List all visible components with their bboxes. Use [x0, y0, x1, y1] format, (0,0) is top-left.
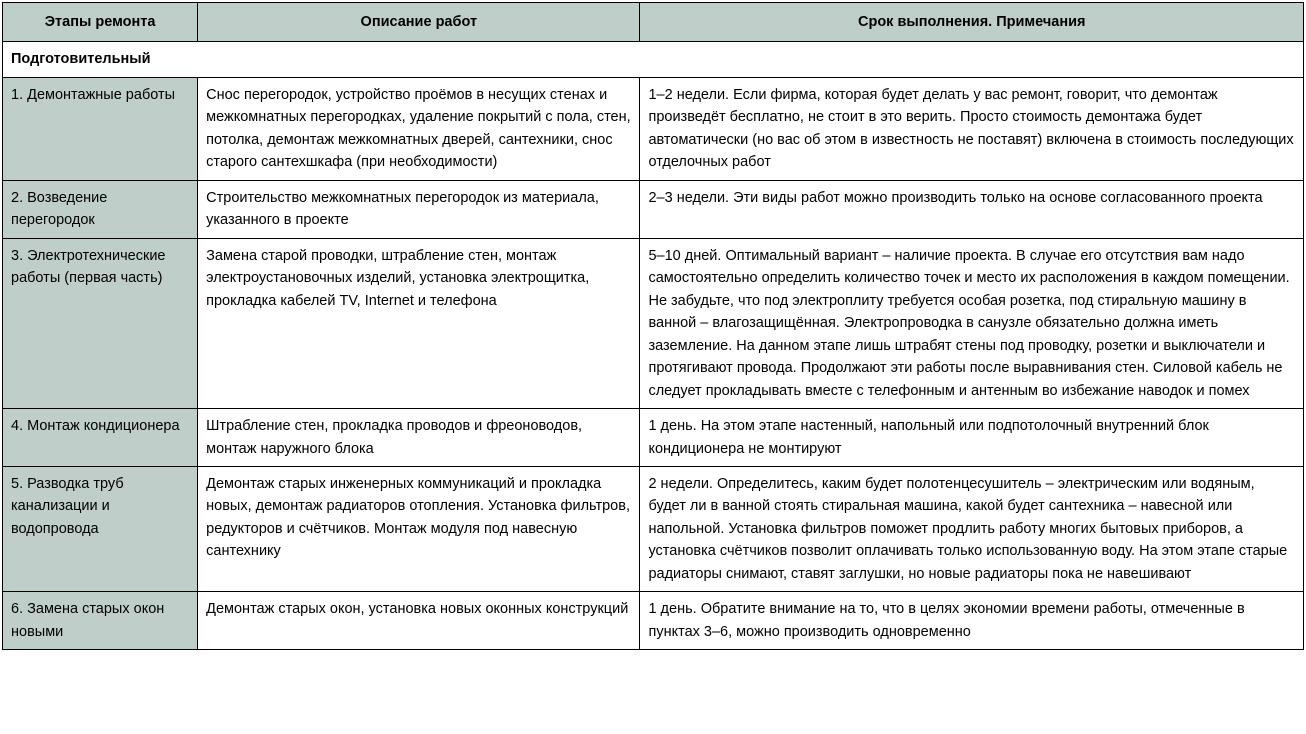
- desc-cell: Штрабление стен, прокладка проводов и фр…: [198, 409, 640, 467]
- col-header-stage: Этапы ремонта: [3, 3, 198, 42]
- desc-cell: Замена старой проводки, штрабление стен,…: [198, 238, 640, 408]
- table-row: 2. Возведение перегородок Строительство …: [3, 180, 1304, 238]
- notes-cell: 1–2 недели. Если фирма, которая будет де…: [640, 77, 1304, 180]
- notes-cell: 1 день. На этом этапе настенный, напольн…: [640, 409, 1304, 467]
- notes-cell: 2 недели. Определитесь, каким будет поло…: [640, 466, 1304, 591]
- stage-cell: 4. Монтаж кондиционера: [3, 409, 198, 467]
- table-row: 4. Монтаж кондиционера Штрабление стен, …: [3, 409, 1304, 467]
- table-header-row: Этапы ремонта Описание работ Срок выполн…: [3, 3, 1304, 42]
- stage-cell: 2. Возведение перегородок: [3, 180, 198, 238]
- desc-cell: Демонтаж старых инженерных коммуникаций …: [198, 466, 640, 591]
- desc-cell: Снос перегородок, устройство проёмов в н…: [198, 77, 640, 180]
- table-row: 5. Разводка труб канализации и водопрово…: [3, 466, 1304, 591]
- desc-cell: Демонтаж старых окон, установка новых ок…: [198, 592, 640, 650]
- repair-stages-table: Этапы ремонта Описание работ Срок выполн…: [2, 2, 1304, 650]
- stage-cell: 1. Демонтажные работы: [3, 77, 198, 180]
- stage-cell: 3. Электротехнические работы (первая час…: [3, 238, 198, 408]
- stage-cell: 6. Замена старых окон новыми: [3, 592, 198, 650]
- notes-cell: 1 день. Обратите внимание на то, что в ц…: [640, 592, 1304, 650]
- stage-cell: 5. Разводка труб канализации и водопрово…: [3, 466, 198, 591]
- table-row: 1. Демонтажные работы Снос перегородок, …: [3, 77, 1304, 180]
- notes-cell: 2–3 недели. Эти виды работ можно произво…: [640, 180, 1304, 238]
- col-header-desc: Описание работ: [198, 3, 640, 42]
- desc-cell: Строительство межкомнатных перегородок и…: [198, 180, 640, 238]
- col-header-notes: Срок выполнения. Примечания: [640, 3, 1304, 42]
- table-row: 3. Электротехнические работы (первая час…: [3, 238, 1304, 408]
- table-row: 6. Замена старых окон новыми Демонтаж ст…: [3, 592, 1304, 650]
- section-title: Подготовительный: [3, 42, 1304, 77]
- notes-cell: 5–10 дней. Оптимальный вариант – наличие…: [640, 238, 1304, 408]
- section-row: Подготовительный: [3, 42, 1304, 77]
